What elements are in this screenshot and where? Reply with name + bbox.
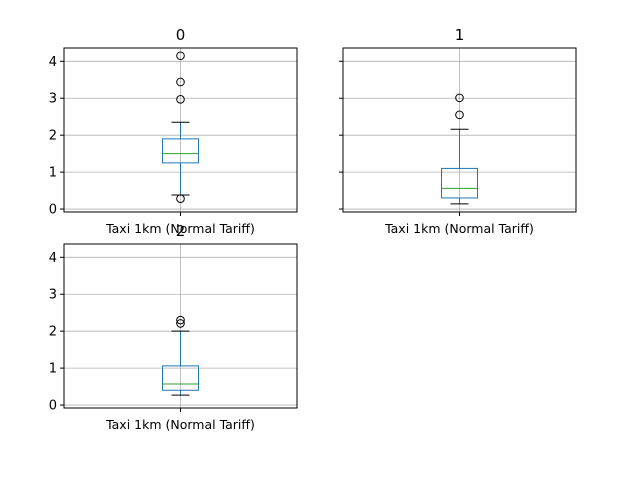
y-tick-label: 1 [49, 166, 57, 181]
x-tick-label: Taxi 1km (Normal Tariff) [105, 221, 255, 236]
outlier-point [176, 194, 185, 204]
outlier-point [176, 95, 185, 104]
subplot-title: 2 [176, 222, 186, 240]
outlier-point [455, 93, 464, 103]
y-tick-label: 0 [49, 203, 57, 218]
outlier-point [176, 319, 185, 328]
subplot-title: 1 [455, 26, 465, 44]
y-tick-label: 2 [49, 325, 57, 340]
y-tick-label: 4 [49, 251, 57, 266]
iqr-box [441, 167, 478, 199]
iqr-box [162, 365, 199, 391]
x-tick-label: Taxi 1km (Normal Tariff) [384, 221, 534, 236]
outlier-point [176, 77, 185, 87]
y-tick-label: 1 [49, 362, 57, 377]
outlier-point [176, 315, 185, 325]
subplot-title: 0 [176, 26, 186, 44]
iqr-box [162, 138, 199, 164]
y-tick-label: 4 [49, 55, 57, 70]
x-tick-label: Taxi 1km (Normal Tariff) [105, 417, 255, 432]
outlier-point [455, 110, 464, 120]
subplot-1: Taxi 1km (Normal Tariff) 1 [339, 26, 577, 236]
y-tick-label: 3 [49, 92, 57, 107]
y-tick-label: 0 [49, 399, 57, 414]
y-tick-label: 3 [49, 288, 57, 303]
y-tick-label: 2 [49, 129, 57, 144]
subplot-0: 0 1 2 3 4 Taxi 1km (Normal Tariff) 0 [49, 26, 298, 236]
outlier-point [176, 51, 185, 61]
